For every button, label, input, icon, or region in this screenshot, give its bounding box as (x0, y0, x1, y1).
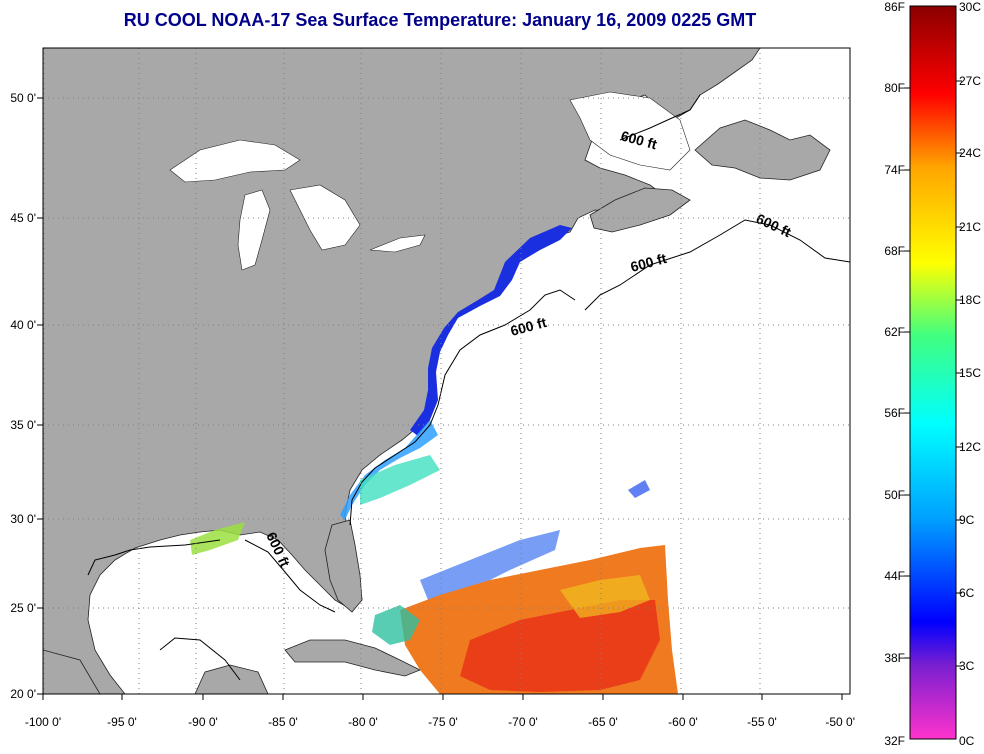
x-tick-label: -100 0' (25, 715, 61, 729)
map-title: RU COOL NOAA-17 Sea Surface Temperature:… (123, 10, 757, 30)
sst-coastal-mid-band (340, 420, 438, 520)
sst-small-patch (628, 480, 650, 498)
sst-gulf-stream-patch (360, 455, 440, 505)
yucatan-land (194, 664, 269, 694)
600ft-contour (87, 94, 850, 681)
x-tick-label: -80 0' (348, 715, 378, 729)
colorbar (909, 5, 957, 740)
colorbar-f-label: 62F (884, 325, 905, 339)
colorbar-c-label: 15C (959, 366, 981, 380)
lake-michigan (237, 189, 271, 271)
map-frame (42, 47, 851, 695)
sst-sargasso-hot (460, 600, 660, 692)
colorbar-f-label: 50F (884, 488, 905, 502)
x-tick-label: -70 0' (508, 715, 538, 729)
colorbar-c-label: 27C (959, 74, 981, 88)
x-tick-label: -60 0' (668, 715, 698, 729)
colorbar-c-label: 9C (959, 513, 975, 527)
x-tick-label: -95 0' (107, 715, 137, 729)
x-tick-label: -50 0' (825, 715, 855, 729)
central-america-land (43, 649, 101, 694)
colorbar-c-label: 18C (959, 293, 981, 307)
colorbar-c-label: 6C (959, 586, 975, 600)
newfoundland-land (694, 119, 831, 181)
x-tick-label: -55 0' (747, 715, 777, 729)
y-tick-label: 35 0' (10, 418, 36, 432)
x-tick-label: -90 0' (188, 715, 218, 729)
colorbar-f-label: 86F (884, 0, 905, 14)
sst-sargasso-yellow (560, 575, 650, 618)
colorbar-f-label: 32F (884, 734, 905, 748)
colorbar-c-label: 3C (959, 659, 975, 673)
colorbar-c-label: 30C (959, 0, 981, 14)
colorbar-c-label: 12C (959, 440, 981, 454)
y-tick-label: 45 0' (10, 211, 36, 225)
y-tick-label: 25 0' (10, 601, 36, 615)
tick-marks (37, 97, 843, 700)
y-tick-label: 50 0' (10, 91, 36, 105)
x-tick-label: -85 0' (268, 715, 298, 729)
sst-gulf-patch (190, 522, 245, 555)
florida-peninsula (324, 519, 363, 613)
y-tick-label: 40 0' (10, 318, 36, 332)
colorbar-f-label: 80F (884, 81, 905, 95)
colorbar-f-label: 68F (884, 244, 905, 258)
colorbar-f-label: 38F (884, 651, 905, 665)
colorbar-f-label: 74F (884, 163, 905, 177)
colorbar-ticks (904, 80, 962, 667)
colorbar-c-label: 0C (959, 734, 975, 748)
colorbar-f-label: 56F (884, 406, 905, 420)
gulf-st-lawrence (569, 91, 691, 171)
nova-scotia-land (589, 187, 691, 233)
colorbar-f-label: 44F (884, 569, 905, 583)
y-tick-label: 20 0' (10, 687, 36, 701)
sst-caribbean-patch (372, 605, 420, 645)
sst-coastal-cold-band (410, 225, 572, 436)
lake-huron (289, 184, 361, 251)
y-tick-label: 30 0' (10, 512, 36, 526)
cuba-land (284, 639, 421, 677)
sst-sargasso-cool (420, 530, 560, 605)
lake-erie-ontario (369, 234, 426, 253)
x-tick-label: -65 0' (588, 715, 618, 729)
x-tick-label: -75 0' (428, 715, 458, 729)
colorbar-c-label: 24C (959, 146, 981, 160)
lake-superior (169, 139, 301, 183)
colorbar-c-label: 21C (959, 220, 981, 234)
